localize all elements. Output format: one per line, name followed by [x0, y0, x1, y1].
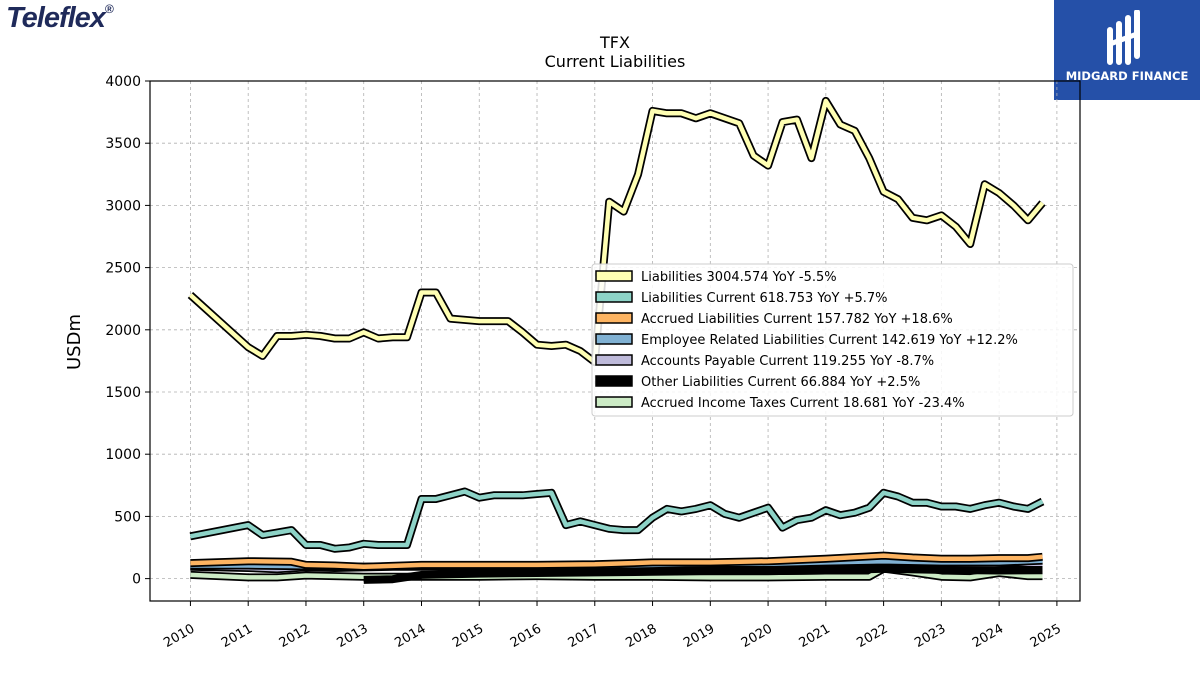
x-tick-label: 2023	[912, 621, 948, 651]
legend-entry: Employee Related Liabilities Current 142…	[641, 333, 1018, 348]
y-axis-label: USDm	[64, 314, 85, 370]
legend-swatch	[595, 270, 633, 282]
x-tick-label: 2015	[450, 621, 486, 651]
x-tick-label: 2010	[161, 621, 197, 651]
x-tick-label: 2013	[335, 621, 371, 651]
legend-swatch	[595, 354, 633, 366]
y-tick-label: 500	[114, 509, 141, 525]
x-tick-label: 2025	[1028, 621, 1064, 651]
teleflex-logo: Teleflex®	[6, 2, 114, 35]
legend-box	[591, 263, 1074, 417]
x-tick-label: 2014	[392, 621, 428, 651]
legend-swatch	[595, 333, 633, 345]
legend-swatch	[595, 312, 633, 324]
y-axis-ticks: 0 500 1000 1500 2000 2500 3000 3500 4000	[105, 74, 150, 588]
legend-entry: Accounts Payable Current 119.255 YoY -8.…	[641, 354, 934, 369]
y-tick-label: 2000	[105, 323, 141, 339]
x-tick-label: 2011	[219, 621, 255, 651]
x-axis-ticks: 2010 2011 2012 2013 2014 2015 2016 2017 2018 2019…	[161, 601, 1064, 651]
y-tick-label: 1500	[105, 385, 141, 401]
registered-mark: ®	[104, 2, 114, 16]
chart-title: TFX	[599, 33, 630, 52]
series-liabilities-current	[189, 487, 1045, 553]
y-tick-label: 4000	[105, 74, 141, 90]
x-tick-label: 2017	[566, 621, 602, 651]
teleflex-logo-text: Teleflex	[6, 2, 106, 34]
legend-entry: Accrued Income Taxes Current 18.681 YoY …	[641, 396, 965, 411]
x-tick-label: 2024	[970, 621, 1006, 651]
chart-subtitle: Current Liabilities	[545, 52, 686, 71]
series-other-liabilities-current	[363, 564, 1043, 584]
y-tick-label: 3000	[105, 198, 141, 214]
x-tick-label: 2020	[739, 621, 775, 651]
series-line	[189, 489, 1044, 552]
y-tick-label: 0	[132, 572, 141, 588]
series-outline	[189, 487, 1045, 553]
series-accrued-liabilities-current	[190, 551, 1043, 571]
series-line	[190, 553, 1043, 570]
midgard-finance-logo: MIDGARD FINANCE	[1054, 0, 1200, 100]
y-tick-label: 2500	[105, 261, 141, 277]
x-tick-label: 2018	[623, 621, 659, 651]
legend: Liabilities 3004.574 YoY -5.5% Liabilitie…	[591, 263, 1074, 417]
y-tick-label: 1000	[105, 447, 141, 463]
x-tick-label: 2019	[681, 621, 717, 651]
legend-entry: Other Liabilities Current 66.884 YoY +2.…	[641, 375, 920, 390]
y-tick-label: 3500	[105, 136, 141, 152]
series-accrued-income-taxes-current	[190, 564, 1043, 582]
x-tick-label: 2016	[508, 621, 544, 651]
legend-swatch	[595, 375, 633, 387]
legend-swatch	[595, 396, 633, 408]
legend-entry: Accrued Liabilities Current 157.782 YoY …	[641, 312, 953, 327]
series-lines	[187, 96, 1046, 584]
x-tick-label: 2012	[277, 621, 313, 651]
legend-swatch	[595, 291, 633, 303]
plot-frame	[149, 80, 1081, 602]
series-line	[188, 98, 1045, 365]
x-tick-label: 2022	[854, 621, 890, 651]
midgard-logo-icon	[1107, 10, 1140, 65]
legend-entry: Liabilities Current 618.753 YoY +5.7%	[641, 291, 888, 306]
legend-entry: Liabilities 3004.574 YoY -5.5%	[641, 270, 837, 285]
x-tick-label: 2021	[797, 621, 833, 651]
series-line	[190, 566, 1043, 580]
midgard-logo-text: MIDGARD FINANCE	[1065, 69, 1189, 83]
series-outline	[363, 564, 1043, 584]
series-liabilities	[187, 96, 1046, 367]
